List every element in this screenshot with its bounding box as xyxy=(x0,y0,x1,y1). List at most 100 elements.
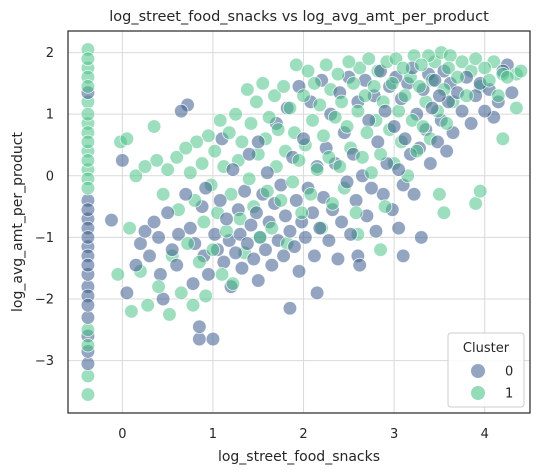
data-point-cluster-1 xyxy=(241,171,257,187)
data-point-cluster-0 xyxy=(201,267,216,282)
data-point-cluster-0 xyxy=(477,103,492,119)
data-point-cluster-0 xyxy=(119,285,135,301)
x-tick-label: 2 xyxy=(299,427,307,442)
data-point-cluster-1 xyxy=(300,63,316,79)
data-point-cluster-1 xyxy=(198,288,213,304)
legend: Cluster 0 1 xyxy=(447,332,525,408)
data-point-cluster-0 xyxy=(219,211,234,227)
data-point-cluster-1 xyxy=(328,110,343,125)
data-point-cluster-1 xyxy=(151,279,166,294)
data-point-cluster-1 xyxy=(307,76,322,91)
data-point-cluster-1 xyxy=(234,134,250,150)
data-point-cluster-0 xyxy=(343,227,358,242)
data-point-cluster-0 xyxy=(339,174,355,190)
data-point-cluster-1 xyxy=(459,88,474,103)
data-point-cluster-0 xyxy=(364,180,379,196)
data-point-cluster-0 xyxy=(212,193,228,208)
data-point-cluster-0 xyxy=(273,177,289,193)
data-point-cluster-0 xyxy=(80,257,96,273)
data-point-cluster-0 xyxy=(241,147,257,162)
data-point-cluster-1 xyxy=(219,224,234,239)
y-tick-label: 0 xyxy=(46,169,54,184)
data-point-cluster-1 xyxy=(454,54,470,70)
data-point-cluster-0 xyxy=(348,193,364,208)
data-point-cluster-0 xyxy=(463,116,479,131)
data-point-cluster-1 xyxy=(316,128,331,143)
legend-marker-cluster-1 xyxy=(471,386,485,400)
data-point-cluster-1 xyxy=(192,254,207,270)
data-point-cluster-1 xyxy=(119,131,135,147)
data-point-cluster-0 xyxy=(296,131,311,147)
data-point-cluster-0 xyxy=(137,224,153,239)
data-point-cluster-1 xyxy=(318,57,334,73)
data-point-cluster-0 xyxy=(80,356,96,371)
data-point-cluster-1 xyxy=(194,156,210,171)
data-point-cluster-1 xyxy=(432,187,447,202)
data-point-cluster-0 xyxy=(115,153,130,168)
data-point-cluster-1 xyxy=(303,187,318,202)
data-point-cluster-0 xyxy=(192,319,207,334)
data-point-cluster-1 xyxy=(468,51,483,66)
data-point-cluster-1 xyxy=(252,230,268,245)
data-point-cluster-0 xyxy=(240,236,255,251)
data-point-cluster-1 xyxy=(178,140,193,156)
data-point-cluster-0 xyxy=(164,242,180,257)
data-point-cluster-0 xyxy=(104,212,119,228)
data-point-cluster-1 xyxy=(185,297,201,313)
data-point-cluster-1 xyxy=(270,122,286,137)
data-point-cluster-0 xyxy=(454,103,470,119)
data-point-cluster-0 xyxy=(368,224,384,239)
data-point-cluster-0 xyxy=(278,208,293,224)
data-point-cluster-1 xyxy=(321,150,337,165)
data-point-cluster-1 xyxy=(450,70,465,85)
tick-labels: 0 1 2 3 4 −3 −2 −1 0 1 2 xyxy=(35,46,489,442)
data-point-cluster-1 xyxy=(385,76,400,91)
data-point-cluster-0 xyxy=(160,205,175,220)
data-point-cluster-1 xyxy=(296,88,311,103)
data-point-cluster-1 xyxy=(207,143,222,159)
data-point-cluster-0 xyxy=(169,257,184,273)
data-point-cluster-0 xyxy=(414,230,429,245)
data-point-cluster-0 xyxy=(171,227,186,242)
data-point-cluster-1 xyxy=(276,79,291,94)
data-point-cluster-1 xyxy=(397,88,413,103)
data-point-cluster-0 xyxy=(216,254,232,270)
data-point-cluster-1 xyxy=(80,368,96,384)
data-point-cluster-1 xyxy=(201,128,216,143)
data-point-cluster-1 xyxy=(346,76,361,91)
data-point-cluster-1 xyxy=(124,304,139,319)
data-point-cluster-0 xyxy=(142,248,157,264)
data-point-cluster-1 xyxy=(196,214,212,230)
data-point-cluster-1 xyxy=(180,236,195,251)
data-point-cluster-0 xyxy=(198,180,213,196)
data-point-cluster-1 xyxy=(80,106,96,122)
data-point-cluster-1 xyxy=(162,307,177,322)
data-point-cluster-0 xyxy=(391,220,406,236)
data-point-cluster-1 xyxy=(282,100,298,116)
data-point-cluster-1 xyxy=(243,116,259,131)
data-point-cluster-1 xyxy=(80,338,96,353)
data-point-cluster-1 xyxy=(249,94,264,110)
data-point-cluster-0 xyxy=(424,100,440,116)
data-point-cluster-1 xyxy=(205,242,221,257)
data-point-cluster-1 xyxy=(80,134,96,150)
data-point-cluster-0 xyxy=(298,230,313,245)
data-point-cluster-1 xyxy=(439,116,454,131)
legend-marker-cluster-0 xyxy=(471,364,485,378)
data-point-cluster-0 xyxy=(185,276,201,291)
data-points xyxy=(80,42,529,402)
data-point-cluster-0 xyxy=(282,224,298,239)
data-point-cluster-1 xyxy=(183,165,198,180)
data-point-cluster-1 xyxy=(137,159,153,174)
data-point-cluster-1 xyxy=(341,54,357,70)
legend-title: Cluster xyxy=(463,341,510,356)
y-tick-label: −2 xyxy=(35,293,54,308)
data-point-cluster-1 xyxy=(285,174,300,190)
data-point-cluster-0 xyxy=(234,261,250,276)
data-point-cluster-1 xyxy=(149,153,164,168)
y-tick-label: −1 xyxy=(35,231,54,246)
data-point-cluster-1 xyxy=(377,199,393,214)
data-point-cluster-1 xyxy=(122,220,137,236)
y-axis-label: log_avg_amt_per_product xyxy=(10,132,26,312)
